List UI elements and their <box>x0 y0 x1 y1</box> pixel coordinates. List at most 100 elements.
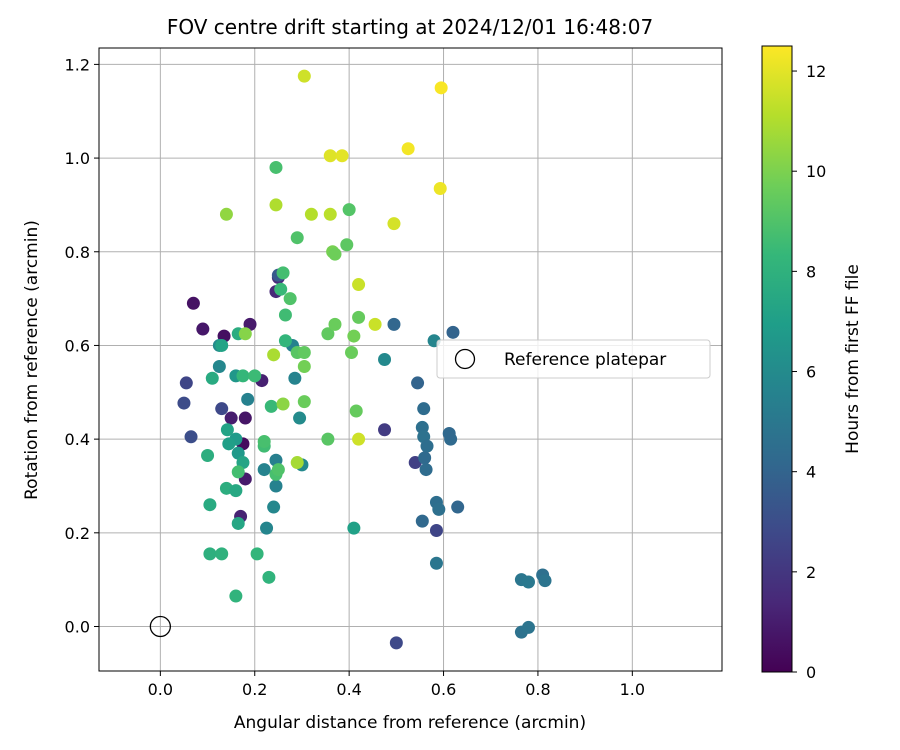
data-point <box>215 547 229 561</box>
data-point <box>297 395 311 409</box>
plot-frame <box>98 47 723 672</box>
data-point <box>434 81 448 95</box>
data-point <box>219 207 233 221</box>
data-point <box>297 360 311 374</box>
data-point <box>352 310 366 324</box>
data-point <box>229 484 243 498</box>
data-point <box>276 266 290 280</box>
data-point <box>278 308 292 322</box>
data-point <box>349 404 363 418</box>
data-point <box>418 451 432 465</box>
reference-platepar-marker <box>149 615 172 638</box>
data-point <box>212 360 226 374</box>
x-tick-label: 0.6 <box>431 680 456 699</box>
data-point <box>267 500 281 514</box>
data-point <box>429 556 443 570</box>
data-point <box>352 278 366 292</box>
axis-ticks: 0.0 0.2 0.4 0.6 0.8 1.0 0.0 0.2 0.4 0.6 0.8 1.0 1.2 <box>65 55 646 699</box>
data-point <box>321 432 335 446</box>
chart-title: FOV centre drift starting at 2024/12/01 … <box>167 15 653 39</box>
data-point <box>248 369 262 383</box>
x-tick-label: 1.0 <box>620 680 645 699</box>
colorbar-tick-label: 0 <box>806 663 816 682</box>
data-point <box>250 547 264 561</box>
data-point <box>340 238 354 252</box>
data-point <box>387 217 401 231</box>
data-point <box>323 207 337 221</box>
data-point <box>429 523 443 537</box>
legend: Reference platepar <box>436 339 711 379</box>
x-axis-label: Angular distance from reference (arcmin) <box>234 713 586 733</box>
data-point <box>417 402 431 416</box>
data-point <box>347 521 361 535</box>
data-point <box>205 371 219 385</box>
data-point <box>387 317 401 331</box>
legend-box <box>436 339 711 379</box>
x-tick-label: 0.4 <box>336 680 361 699</box>
data-point <box>442 427 456 441</box>
data-point <box>222 437 236 451</box>
data-point <box>269 198 283 212</box>
data-point <box>220 423 234 437</box>
data-point <box>201 449 215 463</box>
y-tick-label: 0.8 <box>65 243 90 262</box>
data-point <box>177 396 191 410</box>
data-point <box>288 371 302 385</box>
colorbar <box>761 45 793 673</box>
data-point <box>278 334 292 348</box>
legend-open-circle-marker <box>454 348 476 370</box>
data-point <box>271 463 285 477</box>
data-point <box>433 182 447 196</box>
data-point <box>274 282 288 296</box>
data-point <box>347 329 361 343</box>
data-point <box>229 589 243 603</box>
colorbar-tick-label: 12 <box>806 62 826 81</box>
data-point <box>203 547 217 561</box>
data-point <box>224 411 238 425</box>
data-point <box>179 376 193 390</box>
y-tick-label: 0.2 <box>65 524 90 543</box>
data-point <box>451 500 465 514</box>
data-point <box>215 338 229 352</box>
y-tick-label: 0.6 <box>65 336 90 355</box>
data-point <box>196 322 210 336</box>
data-point <box>238 327 252 341</box>
data-point <box>269 160 283 174</box>
data-point <box>215 402 229 416</box>
data-points <box>177 69 552 650</box>
colorbar-tick-label: 8 <box>806 262 816 281</box>
data-point <box>276 397 290 411</box>
data-point <box>290 456 304 470</box>
y-axis-label: Rotation from reference (arcmin) <box>22 220 42 500</box>
data-point <box>419 463 433 477</box>
data-point <box>420 439 434 453</box>
data-point <box>203 498 217 512</box>
data-point <box>323 149 337 163</box>
data-point <box>241 392 255 406</box>
x-tick-label: 0.8 <box>525 680 550 699</box>
data-point <box>521 575 535 589</box>
data-point <box>231 516 245 530</box>
colorbar-tick-label: 6 <box>806 363 816 382</box>
y-tick-label: 1.0 <box>65 149 90 168</box>
data-point <box>342 203 356 217</box>
data-point <box>321 327 335 341</box>
colorbar-ticks: 0 2 4 6 8 10 12 <box>792 62 826 682</box>
colorbar-tick-label: 4 <box>806 463 816 482</box>
x-tick-label: 0.2 <box>242 680 267 699</box>
data-point <box>231 465 245 479</box>
y-tick-label: 1.2 <box>65 55 90 74</box>
data-point <box>293 411 307 425</box>
y-tick-label: 0.4 <box>65 430 90 449</box>
data-point <box>368 317 382 331</box>
colorbar-label: Hours from first FF file <box>843 264 863 454</box>
reference-marker-layer <box>149 615 172 638</box>
data-point <box>538 574 552 588</box>
data-point <box>297 69 311 83</box>
data-point <box>262 570 276 584</box>
data-point <box>415 514 429 528</box>
data-point <box>267 348 281 362</box>
data-point <box>257 463 271 477</box>
data-point <box>352 432 366 446</box>
